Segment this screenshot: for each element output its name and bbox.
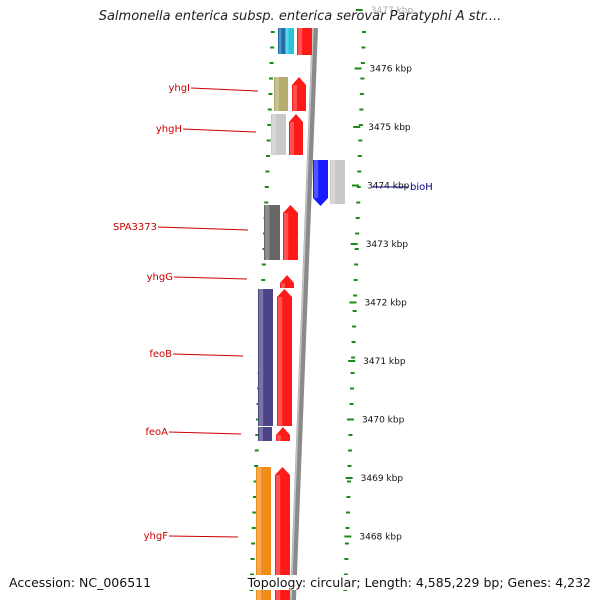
cds-yhgh — [289, 114, 303, 155]
cds-feob — [277, 289, 292, 426]
cds-yhgf-shape — [275, 467, 290, 600]
gene-label-text: feoB — [149, 349, 172, 360]
gene-spa3373 — [264, 205, 280, 260]
scale-label-3468: 3468 kbp — [359, 533, 402, 543]
cds-yhgg-shine — [281, 283, 285, 288]
gene-label-text: feoA — [145, 427, 168, 438]
cds-feob-shape — [277, 289, 292, 426]
scale-label-3473: 3473 kbp — [366, 240, 409, 250]
gene-label-text: yhgG — [147, 272, 173, 283]
cds-yhgi-shine — [293, 85, 297, 111]
gene-feob-shape — [258, 289, 273, 426]
cds-yhgh-shape — [289, 114, 303, 155]
gene-yhgh-shape — [271, 114, 286, 155]
gene-label-yhgh: yhgH — [156, 124, 257, 135]
scale-label-3469: 3469 kbp — [361, 474, 404, 484]
gene-spa3373-shape — [264, 205, 280, 260]
gene-bioh-shine — [331, 160, 336, 204]
gene-label-line — [190, 87, 259, 92]
cds-feoa — [276, 427, 290, 441]
gene-bioh — [330, 160, 345, 204]
top-cds-arrow-shine — [298, 28, 303, 55]
gene-bioh-shape — [330, 160, 345, 204]
scale-label-3470: 3470 kbp — [362, 416, 405, 426]
gene-label-bioh: bioH — [372, 182, 433, 193]
cds-yhgi-shape — [292, 77, 306, 111]
gene-label-line — [172, 353, 244, 357]
gene-spa3373-shine — [265, 205, 270, 260]
gene-yhgf-shape — [256, 467, 271, 600]
gene-yhgh — [271, 114, 286, 155]
gene-label-feoa: feoA — [145, 427, 242, 438]
cds-feoa-shine — [277, 435, 281, 441]
gene-label-line — [182, 128, 257, 133]
accession-label: Accession: NC_006511 — [9, 575, 152, 590]
gene-yhgi-shine — [275, 77, 279, 111]
gene-label-spa3373: SPA3373 — [113, 222, 249, 233]
gene-feoa-shine — [259, 427, 263, 441]
cds-bioh-shape — [313, 160, 328, 206]
gene-yhgf-shine — [257, 467, 262, 600]
gene-feoa — [258, 427, 272, 441]
gene-label-line — [157, 226, 249, 231]
map-title: Salmonella enterica subsp. enterica sero… — [98, 9, 502, 24]
backbone-highlight — [290, 27, 314, 600]
cds-spa3373-shine — [284, 213, 289, 260]
cds-yhgf — [275, 467, 290, 600]
gene-label-yhgg: yhgG — [147, 272, 248, 283]
gene-label-line — [168, 431, 242, 435]
top-cds-arrow-shape — [297, 28, 312, 55]
cds-spa3373-shape — [283, 205, 298, 260]
gene-yhgi-shape — [274, 77, 288, 111]
gene-feoa-shape — [258, 427, 272, 441]
cds-yhgh-shine — [290, 122, 294, 155]
gene-features: yhgI yhgH bioH SPA3373 yhgG feoB feoA yhgF — [113, 28, 433, 600]
cds-yhgg — [280, 275, 294, 288]
top-feature-blue-shine — [279, 28, 282, 54]
gene-feob-shine — [259, 289, 264, 426]
topology-summary: Topology: circular; Length: 4,585,229 bp… — [247, 575, 591, 590]
gene-label-yhgf: yhgF — [144, 531, 239, 542]
cds-bioh — [313, 160, 328, 206]
gene-label-text: yhgF — [144, 531, 169, 542]
cds-bioh-shine — [314, 160, 319, 198]
cds-feob-shine — [278, 297, 283, 426]
cds-yhgg-shape — [280, 275, 294, 288]
gene-label-line — [168, 535, 239, 538]
scale-label-3476: 3476 kbp — [370, 65, 413, 75]
gene-label-text: yhgI — [168, 83, 190, 94]
scale-label-3477: 3477 kbp — [371, 6, 414, 16]
cds-yhgi — [292, 77, 306, 111]
gene-label-line — [173, 276, 248, 280]
gene-label-feob: feoB — [149, 349, 244, 360]
cds-yhgf-shine — [276, 475, 281, 600]
gene-label-yhgi: yhgI — [168, 83, 259, 94]
top-feature-cyan-shine — [286, 28, 289, 54]
scale-label-3472: 3472 kbp — [364, 299, 407, 309]
cds-feoa-shape — [276, 427, 290, 441]
scale-label-3475: 3475 kbp — [368, 123, 411, 133]
scale-label-3471: 3471 kbp — [363, 357, 406, 367]
top-cds-arrow — [297, 28, 312, 55]
gene-label-text: bioH — [410, 182, 433, 193]
top-feature-cyan-shape — [285, 28, 294, 54]
gene-yhgi — [274, 77, 288, 111]
top-feature-blue — [278, 28, 286, 54]
top-feature-cyan — [285, 28, 294, 54]
backbone-line — [290, 27, 318, 600]
gene-yhgh-shine — [272, 114, 277, 155]
gene-label-text: yhgH — [156, 124, 182, 135]
cds-spa3373 — [283, 205, 298, 260]
top-feature-blue-shape — [278, 28, 286, 54]
gene-label-text: SPA3373 — [113, 222, 157, 233]
gene-yhgf — [256, 467, 271, 600]
gene-feob — [258, 289, 273, 426]
